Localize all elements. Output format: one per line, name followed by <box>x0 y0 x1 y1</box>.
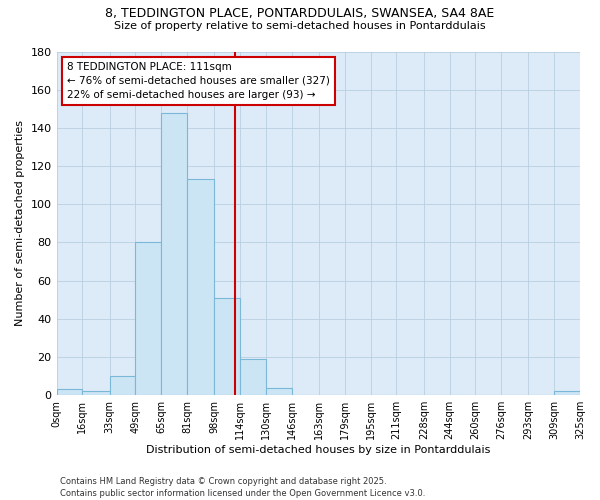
Bar <box>266 388 292 395</box>
Bar <box>187 180 214 395</box>
Text: 8, TEDDINGTON PLACE, PONTARDDULAIS, SWANSEA, SA4 8AE: 8, TEDDINGTON PLACE, PONTARDDULAIS, SWAN… <box>106 8 494 20</box>
Bar <box>110 376 136 395</box>
Bar <box>136 242 161 395</box>
Bar <box>82 392 110 395</box>
Y-axis label: Number of semi-detached properties: Number of semi-detached properties <box>15 120 25 326</box>
Bar <box>161 112 187 395</box>
Text: Contains HM Land Registry data © Crown copyright and database right 2025.
Contai: Contains HM Land Registry data © Crown c… <box>60 476 425 498</box>
Bar <box>554 392 580 395</box>
Text: 8 TEDDINGTON PLACE: 111sqm
← 76% of semi-detached houses are smaller (327)
22% o: 8 TEDDINGTON PLACE: 111sqm ← 76% of semi… <box>67 62 330 100</box>
Bar <box>240 359 266 395</box>
Bar <box>214 298 240 395</box>
Text: Size of property relative to semi-detached houses in Pontarddulais: Size of property relative to semi-detach… <box>114 21 486 31</box>
Bar <box>56 390 82 395</box>
X-axis label: Distribution of semi-detached houses by size in Pontarddulais: Distribution of semi-detached houses by … <box>146 445 490 455</box>
